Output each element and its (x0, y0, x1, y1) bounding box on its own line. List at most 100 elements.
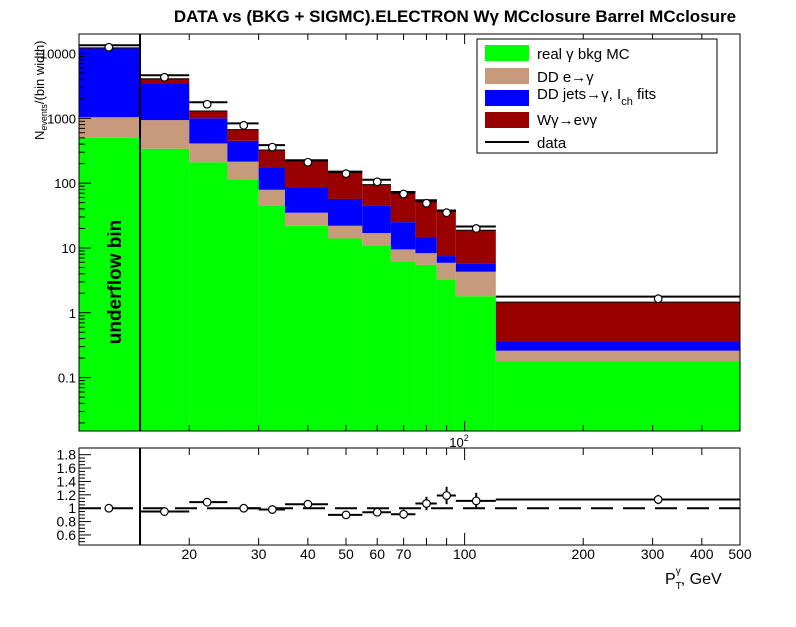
bar-1-6 (328, 226, 362, 239)
ratio-point-2 (203, 498, 211, 506)
ratio-point-0 (105, 504, 113, 512)
legend: real γ bkg MC DD e→γ DD jets→γ, Ich fits… (477, 39, 717, 153)
svg-text:Nevents/(bin width): Nevents/(bin width) (32, 41, 49, 141)
bar-0-4 (259, 206, 285, 431)
ratio-plot-frame (79, 448, 740, 545)
ratio-x-tick-label: 500 (728, 546, 752, 562)
bar-2-3 (227, 141, 258, 162)
bar-0-10 (437, 279, 456, 431)
data-point-9 (423, 199, 431, 207)
data-point-1 (161, 73, 169, 81)
bar-2-7 (362, 206, 391, 233)
data-point-10 (443, 209, 451, 217)
legend-label-data: data (537, 135, 567, 152)
bar-3-12 (496, 302, 740, 341)
underflow-annotation: underflow bin (105, 220, 126, 345)
bar-2-1 (140, 83, 189, 120)
data-point-4 (269, 143, 277, 151)
bar-1-7 (362, 233, 391, 245)
ratio-points (105, 487, 740, 519)
y-tick-label: 10 (62, 241, 76, 256)
bar-1-3 (227, 162, 258, 180)
bar-3-7 (362, 185, 391, 206)
legend-label-dd-e: DD e→γ (537, 69, 594, 86)
ratio-x-tick-label: 100 (453, 546, 477, 562)
bar-3-4 (259, 150, 285, 168)
data-point-3 (240, 122, 248, 130)
bar-2-4 (259, 168, 285, 190)
ratio-point-1 (161, 508, 169, 516)
bar-0-7 (362, 245, 391, 431)
y-axis-label-sub: events (39, 104, 49, 131)
ratio-x-tick-label: 400 (690, 546, 714, 562)
legend-swatch-dd-jets (485, 90, 529, 106)
ratio-point-12 (654, 496, 662, 504)
chart-title: DATA vs (BKG + SIGMC).ELECTRON Wγ MCclos… (174, 7, 736, 26)
ratio-point-11 (472, 497, 480, 505)
ratio-point-9 (423, 500, 431, 508)
bar-1-12 (496, 351, 740, 361)
bar-1-2 (189, 143, 227, 162)
legend-swatch-wgamma (485, 112, 529, 128)
data-point-0 (105, 43, 113, 51)
ratio-x-tick-label: 50 (338, 546, 354, 562)
ratio-x-tick-label: 70 (396, 546, 412, 562)
y-tick-label: 0.1 (58, 371, 76, 386)
bar-1-11 (456, 272, 496, 297)
y-tick-label: 1000 (47, 111, 76, 126)
x-axis-label: PTγ, GeV (665, 566, 722, 592)
data-point-5 (304, 158, 312, 166)
bar-0-6 (328, 238, 362, 431)
bar-2-6 (328, 199, 362, 226)
ratio-point-6 (342, 511, 350, 519)
bar-3-11 (456, 230, 496, 263)
y-axis-label: Nevents/(bin width) (32, 41, 49, 141)
bar-2-10 (437, 256, 456, 263)
ratio-point-3 (240, 504, 248, 512)
data-point-7 (373, 178, 381, 186)
ratio-point-4 (269, 506, 277, 514)
bar-2-2 (189, 118, 227, 143)
bar-2-12 (496, 342, 740, 351)
bar-2-8 (391, 222, 415, 249)
ratio-x-tick-label: 30 (251, 546, 267, 562)
bar-0-8 (391, 261, 415, 431)
ratio-point-8 (400, 510, 408, 518)
bar-1-9 (415, 253, 436, 265)
bar-0-11 (456, 296, 496, 431)
data-point-2 (203, 100, 211, 108)
bar-2-5 (285, 187, 328, 213)
bar-0-2 (189, 162, 227, 431)
ratio-x-tick-label: 300 (641, 546, 665, 562)
ratio-x-tick-label: 40 (300, 546, 316, 562)
y-axis-label-main: N (32, 131, 47, 140)
bar-0-5 (285, 226, 328, 431)
ratio-x-tick-label: 20 (181, 546, 197, 562)
bar-1-5 (285, 213, 328, 226)
bar-0-12 (496, 361, 740, 431)
data-point-8 (400, 190, 408, 198)
ratio-x-tick-label: 200 (572, 546, 596, 562)
legend-swatch-dd-e (485, 68, 529, 84)
bar-1-1 (140, 120, 189, 149)
ratio-point-7 (373, 508, 381, 516)
bar-0-9 (415, 265, 436, 431)
data-point-11 (472, 225, 480, 233)
ratio-x-tick-label: 60 (369, 546, 385, 562)
bar-3-3 (227, 130, 258, 141)
bar-1-4 (259, 190, 285, 206)
bar-0-1 (140, 149, 189, 431)
y-tick-label: 100 (54, 176, 76, 191)
legend-swatch-real-bkg (485, 45, 529, 61)
data-point-6 (342, 170, 350, 178)
y-axis-label-tail: /(bin width) (32, 41, 47, 105)
bar-2-9 (415, 238, 436, 254)
bar-2-11 (456, 263, 496, 271)
y-tick-label: 1 (69, 306, 76, 321)
legend-label-wgamma: Wγ→eνγ (537, 112, 598, 129)
data-point-12 (654, 295, 662, 303)
ratio-y-tick-label: 1.8 (57, 447, 77, 463)
ratio-point-10 (443, 492, 451, 500)
